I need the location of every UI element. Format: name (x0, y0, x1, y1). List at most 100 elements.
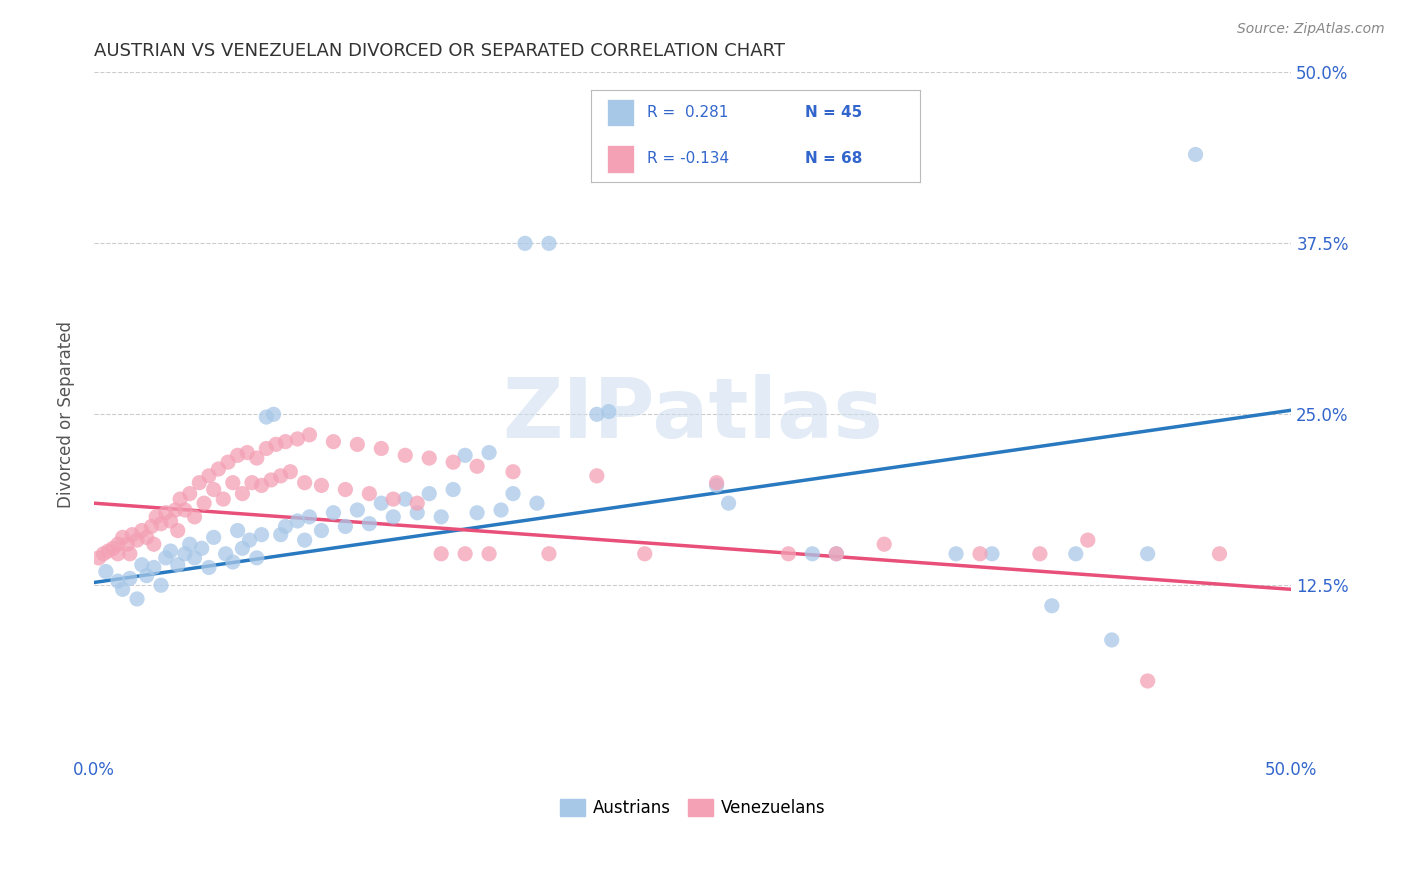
Point (1040, 599, 1063, 613)
Point (166, 524, 188, 538)
Point (166, 558, 188, 572)
Point (202, 483, 225, 497)
Point (359, 486, 381, 500)
Point (294, 533, 316, 548)
Point (107, 537, 129, 551)
Point (141, 519, 163, 533)
Point (254, 442, 277, 456)
Point (1101, 632, 1123, 647)
Point (287, 432, 309, 446)
Point (135, 568, 157, 582)
Point (240, 475, 263, 490)
Point (274, 434, 297, 449)
Point (142, 560, 165, 574)
Point (311, 478, 333, 492)
Point (418, 451, 440, 466)
Point (149, 516, 172, 531)
Point (1077, 533, 1099, 548)
Point (825, 547, 848, 561)
Point (155, 550, 177, 565)
Point (1136, 547, 1159, 561)
Point (370, 442, 392, 456)
Point (502, 486, 524, 500)
Point (270, 527, 292, 541)
Point (155, 506, 177, 520)
Point (346, 437, 368, 451)
Point (250, 527, 273, 541)
Point (246, 451, 269, 466)
Text: ZIPatlas: ZIPatlas (502, 374, 883, 455)
Point (239, 533, 262, 548)
Point (121, 527, 143, 541)
Point (145, 509, 167, 524)
Point (585, 468, 607, 483)
Point (825, 547, 848, 561)
Point (1208, 547, 1230, 561)
Point (212, 492, 235, 507)
Text: Source: ZipAtlas.com: Source: ZipAtlas.com (1237, 22, 1385, 37)
Point (873, 537, 896, 551)
Point (198, 468, 221, 483)
Point (406, 506, 429, 520)
Point (537, 236, 560, 251)
Point (193, 496, 215, 510)
Y-axis label: Divorced or Separated: Divorced or Separated (58, 321, 75, 508)
Point (406, 496, 429, 510)
Point (111, 530, 134, 544)
Point (118, 547, 141, 561)
Point (441, 455, 464, 469)
Point (322, 434, 344, 449)
Point (174, 547, 197, 561)
Point (465, 459, 488, 474)
Point (97, 544, 120, 558)
Point (117, 537, 139, 551)
Point (430, 509, 453, 524)
Text: AUSTRIAN VS VENEZUELAN DIVORCED OR SEPARATED CORRELATION CHART: AUSTRIAN VS VENEZUELAN DIVORCED OR SEPAR… (94, 42, 785, 60)
Point (87, 550, 110, 565)
Point (131, 558, 153, 572)
Point (159, 514, 181, 528)
Point (441, 483, 464, 497)
Point (214, 547, 236, 561)
Point (513, 236, 536, 251)
Point (125, 591, 148, 606)
Point (231, 541, 253, 556)
Point (370, 496, 392, 510)
Point (278, 465, 301, 479)
Point (706, 478, 728, 492)
Point (107, 547, 129, 561)
Point (298, 509, 321, 524)
Point (111, 582, 134, 597)
Point (294, 475, 316, 490)
Point (125, 533, 148, 548)
Point (335, 519, 357, 533)
Point (287, 514, 309, 528)
Point (598, 404, 620, 418)
Legend: Austrians, Venezuelans: Austrians, Venezuelans (553, 792, 832, 823)
Point (478, 445, 501, 459)
Point (311, 524, 333, 538)
Point (260, 473, 283, 487)
Point (101, 541, 124, 556)
Point (131, 524, 153, 538)
Point (537, 547, 560, 561)
Point (969, 547, 991, 561)
Point (1029, 547, 1052, 561)
Point (778, 547, 800, 561)
Point (190, 541, 212, 556)
Point (135, 530, 157, 544)
Point (142, 537, 165, 551)
Point (198, 560, 221, 574)
Point (717, 496, 740, 510)
Point (394, 492, 416, 507)
Point (188, 475, 211, 490)
Point (207, 462, 229, 476)
Point (263, 407, 285, 421)
Point (254, 410, 277, 425)
Point (394, 448, 416, 462)
Point (246, 550, 269, 565)
Point (183, 509, 205, 524)
Point (169, 492, 191, 507)
Point (418, 486, 440, 500)
Point (94, 565, 117, 579)
